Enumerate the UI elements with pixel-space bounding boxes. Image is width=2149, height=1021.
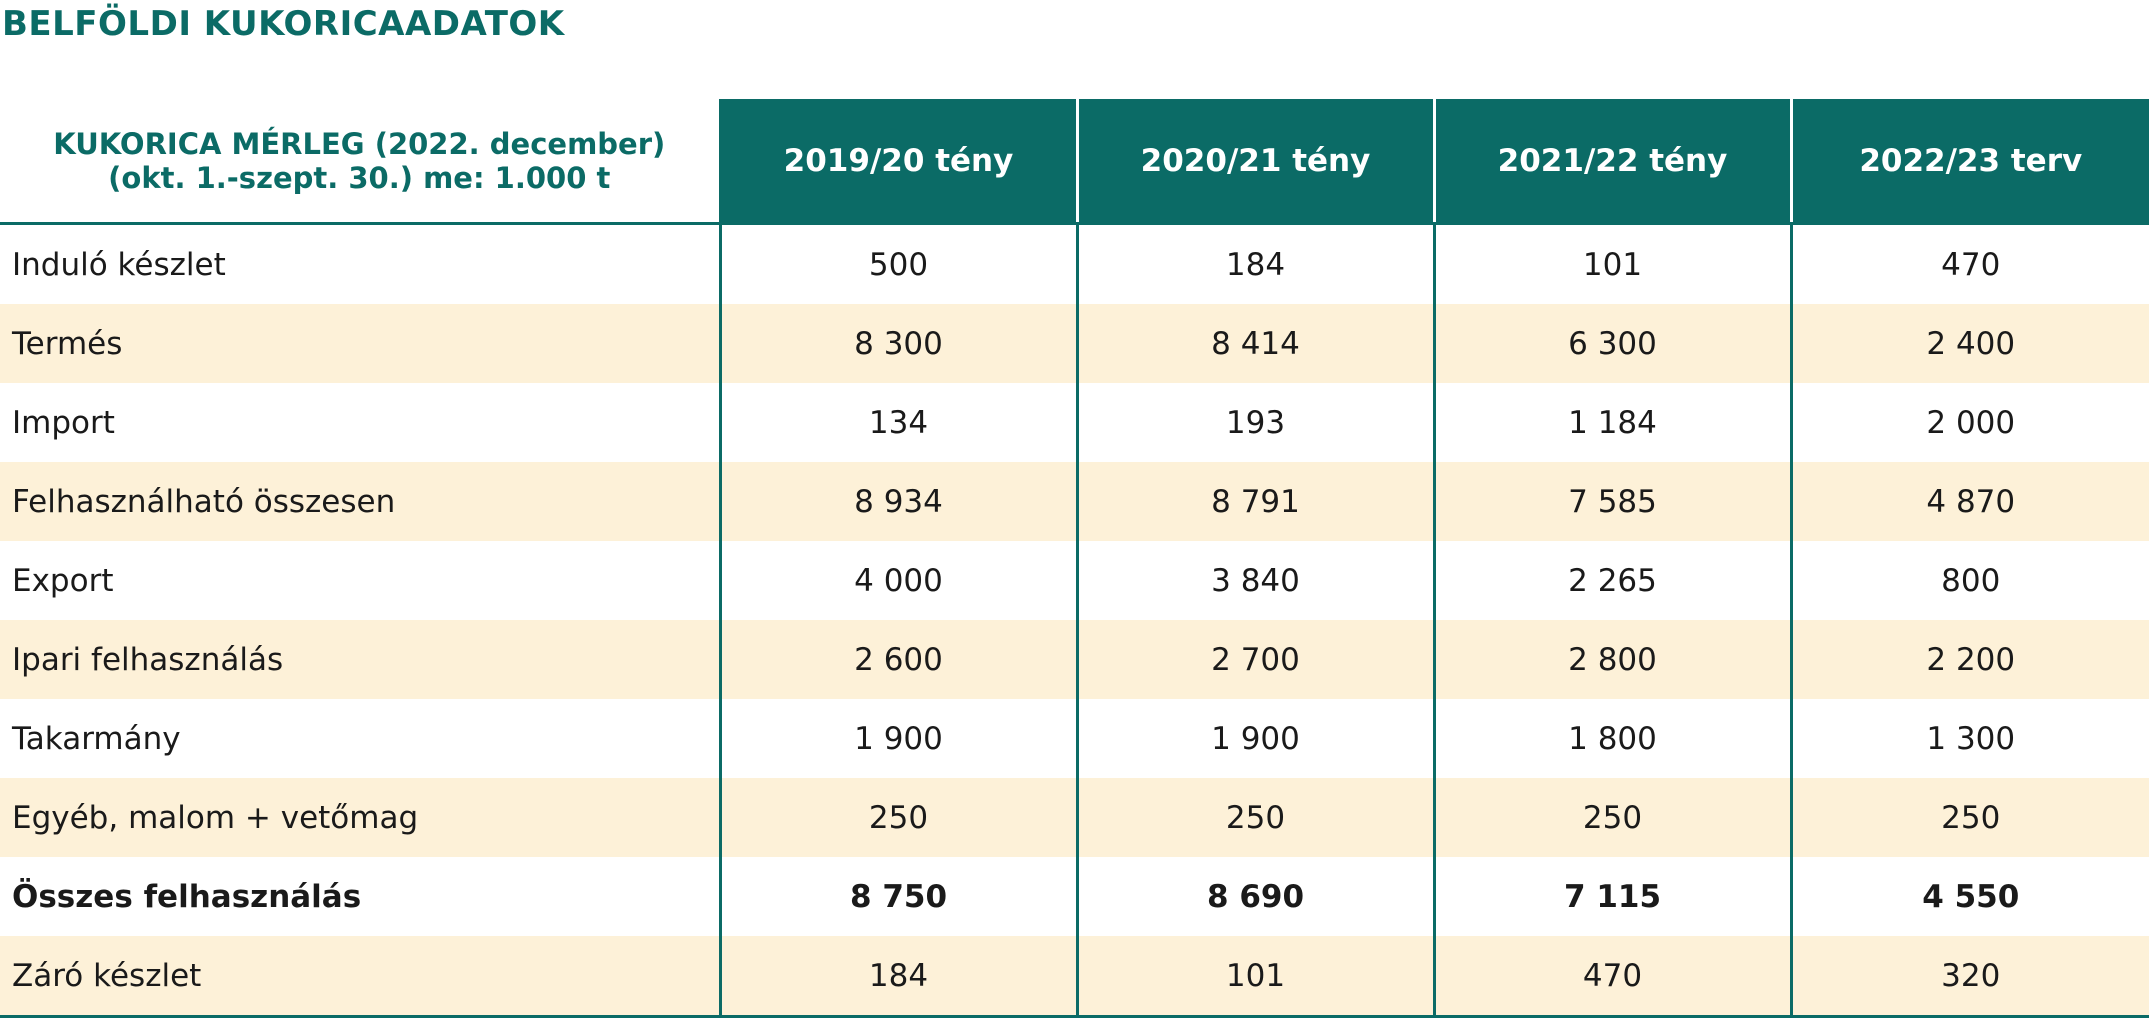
table-row: Import 134 193 1 184 2 000 <box>0 383 2149 462</box>
table-caption-line-1: KUKORICA MÉRLEG (2022. december) <box>53 126 666 161</box>
row-label: Összes felhasználás <box>0 857 722 936</box>
table-cell: 8 414 <box>1077 304 1436 383</box>
table-cell: 320 <box>1791 936 2149 1018</box>
table-cell: 2 200 <box>1791 620 2149 699</box>
table-caption-line-2: (okt. 1.-szept. 30.) me: 1.000 t <box>108 160 611 195</box>
page-title: BELFÖLDI KUKORICAADATOK <box>2 4 565 44</box>
table-cell: 250 <box>720 778 1079 857</box>
table-row: Összes felhasználás 8 750 8 690 7 115 4 550 <box>0 857 2149 936</box>
table-cell: 1 800 <box>1434 699 1793 778</box>
table-cell: 8 300 <box>720 304 1079 383</box>
table-row: Ipari felhasználás 2 600 2 700 2 800 2 200 <box>0 620 2149 699</box>
table-cell: 184 <box>720 936 1079 1018</box>
header-row: KUKORICA MÉRLEG (2022. december) (okt. 1… <box>0 99 2149 225</box>
row-label: Import <box>0 383 722 462</box>
table-cell: 4 550 <box>1791 857 2149 936</box>
table-row: Záró készlet 184 101 470 320 <box>0 936 2149 1018</box>
table-cell: 193 <box>1077 383 1436 462</box>
row-label: Záró készlet <box>0 936 722 1018</box>
table-cell: 4 000 <box>720 541 1079 620</box>
table-cell: 7 115 <box>1434 857 1793 936</box>
table-cell: 2 265 <box>1434 541 1793 620</box>
table-cell: 7 585 <box>1434 462 1793 541</box>
corn-balance-table: KUKORICA MÉRLEG (2022. december) (okt. 1… <box>0 99 2149 1018</box>
table-cell: 8 750 <box>720 857 1079 936</box>
table-cell: 800 <box>1791 541 2149 620</box>
table-row: Export 4 000 3 840 2 265 800 <box>0 541 2149 620</box>
table-cell: 8 690 <box>1077 857 1436 936</box>
column-header-2020-21: 2020/21 tény <box>1075 99 1434 225</box>
row-label: Takarmány <box>0 699 722 778</box>
table-row: Termés 8 300 8 414 6 300 2 400 <box>0 304 2149 383</box>
table-cell: 8 934 <box>720 462 1079 541</box>
table-caption: KUKORICA MÉRLEG (2022. december) (okt. 1… <box>0 99 722 225</box>
table-cell: 101 <box>1077 936 1436 1018</box>
table-cell: 2 600 <box>720 620 1079 699</box>
row-label: Termés <box>0 304 722 383</box>
table-row: Felhasználható összesen 8 934 8 791 7 585 4 … <box>0 462 2149 541</box>
table-cell: 250 <box>1791 778 2149 857</box>
row-label: Felhasználható összesen <box>0 462 722 541</box>
table-cell: 470 <box>1791 223 2149 304</box>
table-cell: 184 <box>1077 223 1436 304</box>
table-cell: 2 000 <box>1791 383 2149 462</box>
row-label: Induló készlet <box>0 223 722 304</box>
table-row: Egyéb, malom + vetőmag 250 250 250 250 <box>0 778 2149 857</box>
table-cell: 250 <box>1434 778 1793 857</box>
column-header-2021-22: 2021/22 tény <box>1432 99 1791 225</box>
table-row: Induló készlet 500 184 101 470 <box>0 223 2149 304</box>
table-row: Takarmány 1 900 1 900 1 800 1 300 <box>0 699 2149 778</box>
table-cell: 8 791 <box>1077 462 1436 541</box>
table-cell: 1 300 <box>1791 699 2149 778</box>
table-cell: 470 <box>1434 936 1793 1018</box>
table-cell: 500 <box>720 223 1079 304</box>
table-cell: 1 184 <box>1434 383 1793 462</box>
table-body: Induló készlet 500 184 101 470 Termés 8 300 8 4… <box>0 223 2149 1018</box>
table-cell: 2 400 <box>1791 304 2149 383</box>
row-label: Export <box>0 541 722 620</box>
column-header-2019-20: 2019/20 tény <box>718 99 1077 225</box>
table-cell: 2 800 <box>1434 620 1793 699</box>
table-cell: 2 700 <box>1077 620 1436 699</box>
table-cell: 4 870 <box>1791 462 2149 541</box>
table-cell: 250 <box>1077 778 1436 857</box>
table-cell: 101 <box>1434 223 1793 304</box>
table-cell: 1 900 <box>720 699 1079 778</box>
table-cell: 3 840 <box>1077 541 1436 620</box>
row-label: Egyéb, malom + vetőmag <box>0 778 722 857</box>
column-header-2022-23: 2022/23 terv <box>1789 99 2149 225</box>
table-cell: 134 <box>720 383 1079 462</box>
table-cell: 6 300 <box>1434 304 1793 383</box>
row-label: Ipari felhasználás <box>0 620 722 699</box>
table-cell: 1 900 <box>1077 699 1436 778</box>
